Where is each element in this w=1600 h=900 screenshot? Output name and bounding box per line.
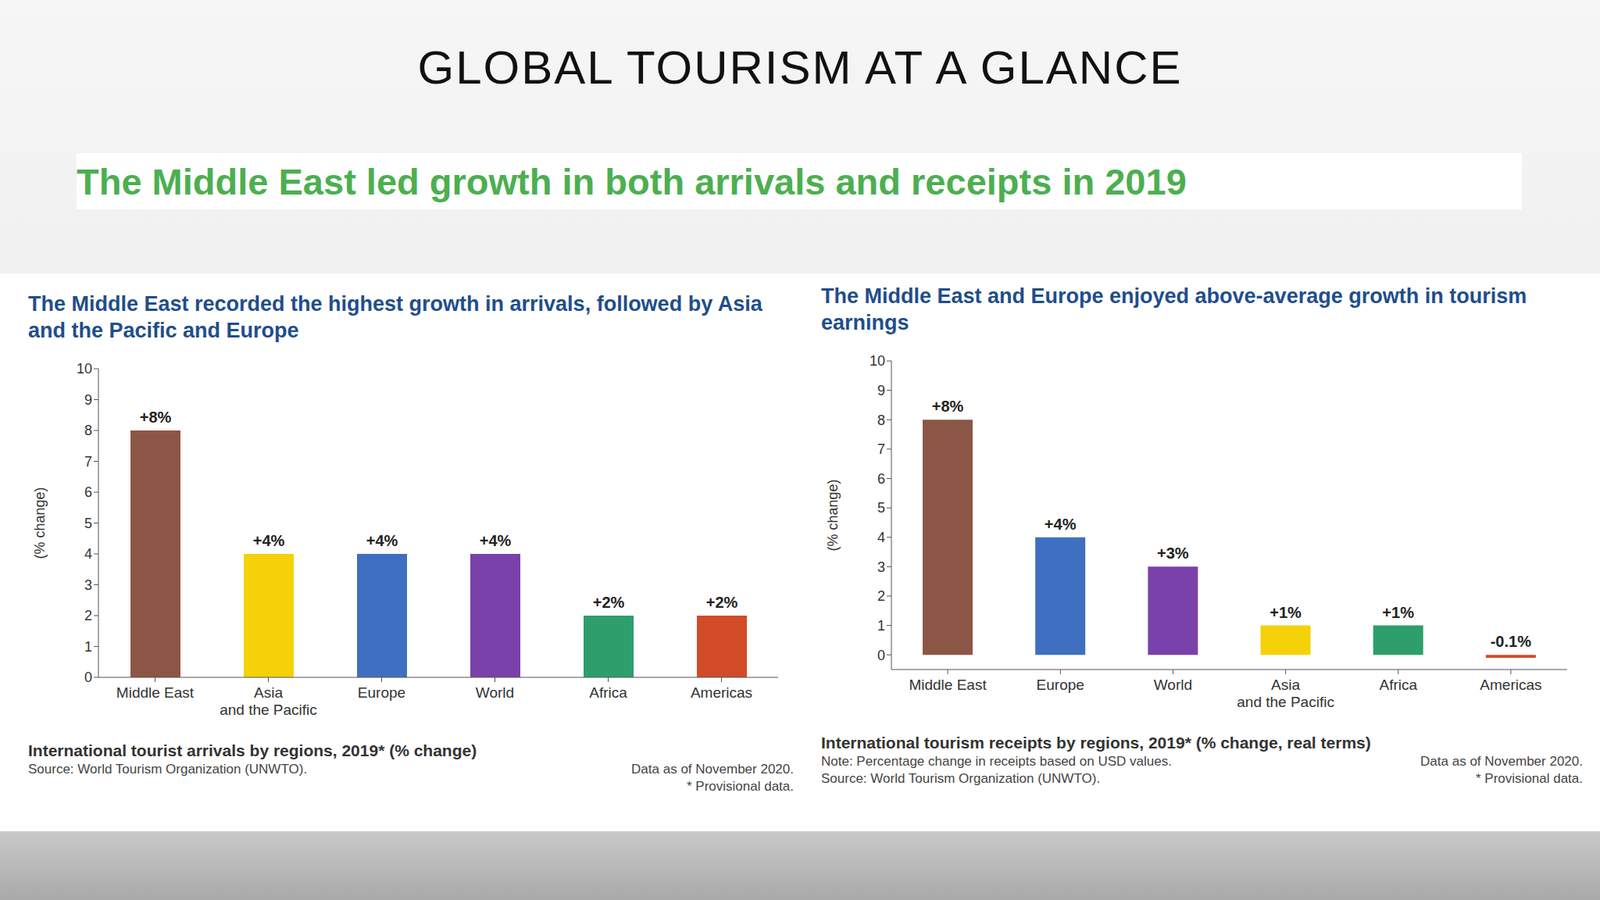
svg-text:+8%: +8% <box>139 408 172 426</box>
svg-text:10: 10 <box>869 353 886 369</box>
svg-text:(% change): (% change) <box>32 486 48 559</box>
svg-text:1: 1 <box>877 617 886 634</box>
html-text:The Middle East recorded the h: The Middle East recorded the highest gro… <box>28 292 763 343</box>
svg-text:+4%: +4% <box>366 532 399 550</box>
svg-text:(% change): (% change) <box>825 478 841 551</box>
svg-text:+1%: +1% <box>1382 603 1415 622</box>
html-text:Data as of November 2020.: Data as of November 2020. <box>631 761 794 777</box>
html-text:* Provisional data.: * Provisional data. <box>1475 771 1583 786</box>
svg-text:-0.1%: -0.1% <box>1490 632 1532 650</box>
html-text:International tourism receipts: International tourism receipts by region… <box>821 733 1371 752</box>
svg-text:and the Pacific: and the Pacific <box>1236 693 1335 711</box>
svg-text:4: 4 <box>877 529 886 546</box>
svg-text:3: 3 <box>877 559 886 575</box>
svg-text:7: 7 <box>84 453 93 470</box>
svg-text:+4%: +4% <box>1044 515 1077 533</box>
svg-text:4: 4 <box>84 546 93 562</box>
html-text:Note: Percentage change in rec: Note: Percentage change in receipts base… <box>821 753 1172 769</box>
svg-text:6: 6 <box>84 484 93 500</box>
svg-text:1: 1 <box>84 639 93 655</box>
svg-text:+8%: +8% <box>932 397 965 415</box>
html-text:Source: World Tourism Organiza: Source: World Tourism Organization (UNWT… <box>28 761 308 777</box>
svg-text:10: 10 <box>76 360 93 377</box>
svg-text:8: 8 <box>877 412 886 429</box>
svg-text:World: World <box>1153 676 1193 693</box>
svg-text:9: 9 <box>877 382 886 399</box>
svg-text:and the Pacific: and the Pacific <box>219 701 318 718</box>
svg-text:9: 9 <box>84 392 93 408</box>
svg-text:2: 2 <box>84 607 93 624</box>
svg-text:2: 2 <box>877 588 886 604</box>
svg-text:+1%: +1% <box>1269 603 1302 622</box>
svg-text:Americas: Americas <box>690 684 753 701</box>
svg-text:5: 5 <box>877 500 886 516</box>
svg-text:Americas: Americas <box>1479 676 1542 693</box>
svg-text:0: 0 <box>84 669 93 686</box>
svg-text:+2%: +2% <box>592 593 625 611</box>
svg-text:Europe: Europe <box>1036 676 1085 693</box>
svg-text:+4%: +4% <box>253 532 286 550</box>
svg-text:Middle East: Middle East <box>116 684 195 701</box>
html-text:GLOBAL TOURISM AT A GLANCE: GLOBAL TOURISM AT A GLANCE <box>417 41 1183 94</box>
svg-text:3: 3 <box>84 577 93 593</box>
html-text:Source: World Tourism Organiza: Source: World Tourism Organization (UNWT… <box>821 771 1101 786</box>
svg-text:Middle East: Middle East <box>908 676 987 693</box>
svg-text:Africa: Africa <box>1378 676 1418 693</box>
svg-text:Asia: Asia <box>1271 676 1300 693</box>
svg-text:7: 7 <box>877 441 886 458</box>
svg-text:0: 0 <box>877 647 886 664</box>
svg-text:+3%: +3% <box>1157 544 1190 562</box>
html-text:The Middle East and Europe enj: The Middle East and Europe enjoyed above… <box>821 284 1527 335</box>
svg-text:6: 6 <box>877 471 886 487</box>
html-text:* Provisional data.: * Provisional data. <box>686 778 794 794</box>
svg-text:+4%: +4% <box>479 532 512 550</box>
svg-text:5: 5 <box>84 515 93 532</box>
html-text:Data as of November 2020.: Data as of November 2020. <box>1420 753 1583 769</box>
svg-text:+2%: +2% <box>706 593 739 611</box>
svg-text:World: World <box>475 684 515 701</box>
html-text:The Middle East led growth in: The Middle East led growth in both arriv… <box>76 160 1187 202</box>
svg-text:8: 8 <box>84 422 93 439</box>
svg-text:Asia: Asia <box>253 684 283 701</box>
html-text:International tourist arrivals: International tourist arrivals by region… <box>28 741 477 760</box>
svg-text:Europe: Europe <box>357 684 406 701</box>
svg-text:Africa: Africa <box>589 684 628 701</box>
